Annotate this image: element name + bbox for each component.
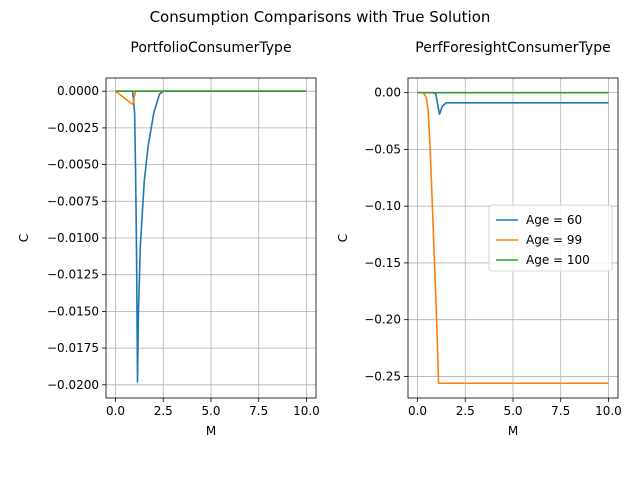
y-tick-label: −0.0175 <box>47 341 99 355</box>
y-tick-label: −0.05 <box>364 142 401 156</box>
y-tick-label: −0.20 <box>364 313 401 327</box>
plot-frame <box>105 77 317 399</box>
legend: Age = 60 Age = 99 Age = 100 <box>488 204 613 272</box>
y-axis-label: C <box>336 234 350 242</box>
figure-title: Consumption Comparisons with True Soluti… <box>150 8 491 26</box>
legend-label: Age = 100 <box>526 253 590 267</box>
x-axis-label: M <box>508 424 518 438</box>
y-tick-label: −0.10 <box>364 199 401 213</box>
plot-frame <box>407 77 619 399</box>
y-tick-label: −0.0100 <box>47 231 99 245</box>
legend-label: Age = 99 <box>526 233 582 247</box>
y-tick-label: −0.0025 <box>47 121 99 135</box>
x-tick-label: 5.0 <box>201 404 220 418</box>
x-tick-label: 0.0 <box>106 404 125 418</box>
y-tick-label: −0.25 <box>364 369 401 383</box>
x-tick-label: 2.5 <box>456 404 475 418</box>
chart-title: PerfForesightConsumerType <box>415 40 610 56</box>
y-tick-label: 0.00 <box>374 86 401 100</box>
legend-box <box>488 204 613 272</box>
y-axis-label: C <box>17 234 31 242</box>
x-tick-label: 5.0 <box>503 404 522 418</box>
x-tick-label: 10.0 <box>293 404 320 418</box>
x-tick-label: 0.0 <box>408 404 427 418</box>
y-tick-label: −0.0125 <box>47 268 99 282</box>
x-tick-label: 10.0 <box>595 404 622 418</box>
chart-portfolio: 0.0 2.5 5.0 7.5 10.0 0.0000 −0.0025 −0.0050 −0.0… <box>17 40 320 438</box>
x-tick-label: 7.5 <box>551 404 570 418</box>
x-axis-label: M <box>206 424 216 438</box>
y-tick-label: −0.0150 <box>47 304 99 318</box>
x-tick-label: 2.5 <box>154 404 173 418</box>
y-tick-label: −0.0200 <box>47 378 99 392</box>
chart-title: PortfolioConsumerType <box>130 40 291 56</box>
chart-perf-foresight: 0.0 2.5 5.0 7.5 10.0 0.00 −0.05 −0.10 −0.15 −0.20… <box>336 40 622 438</box>
y-tick-label: −0.0050 <box>47 158 99 172</box>
x-tick-label: 7.5 <box>249 404 268 418</box>
y-tick-label: 0.0000 <box>57 84 99 98</box>
series-line-1 <box>417 91 609 385</box>
y-tick-label: −0.0075 <box>47 194 99 208</box>
legend-label: Age = 60 <box>526 213 582 227</box>
y-tick-label: −0.15 <box>364 256 401 270</box>
